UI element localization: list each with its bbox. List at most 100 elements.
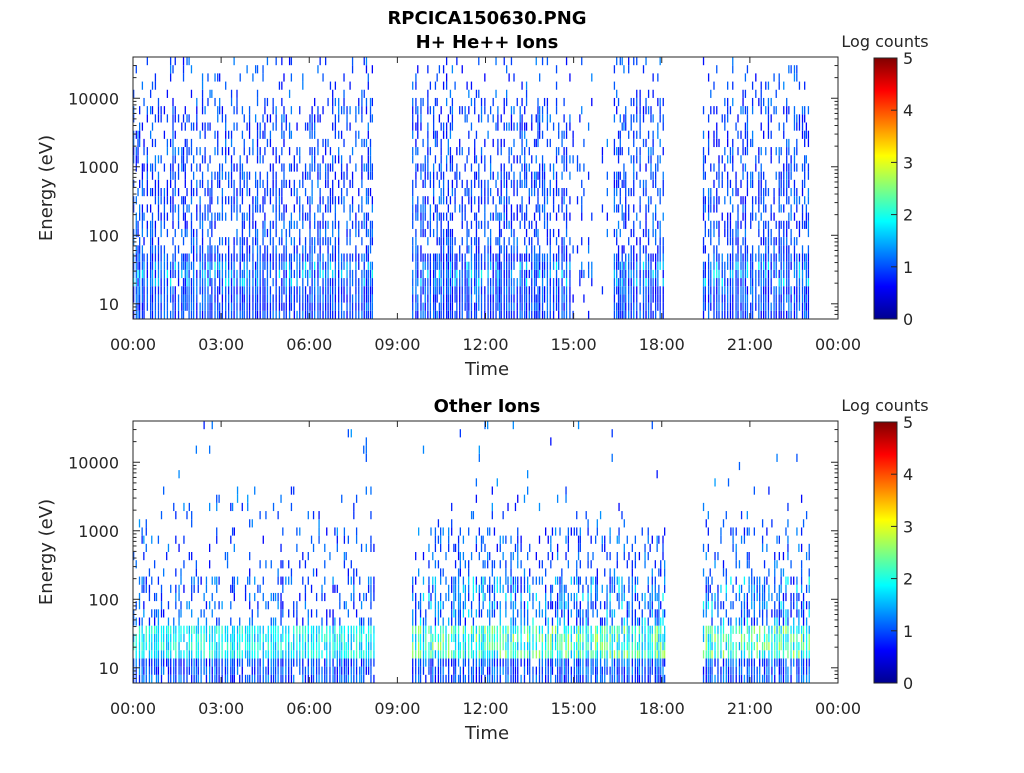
spectrogram-cell [742, 139, 743, 147]
spectrogram-cell [143, 163, 144, 171]
spectrogram-cell [454, 196, 455, 204]
spectrogram-cell [539, 204, 540, 212]
spectrogram-cell [302, 667, 303, 675]
spectrogram-cell [566, 294, 567, 302]
spectrogram-cell [663, 262, 664, 270]
spectrogram-cell [471, 98, 472, 106]
spectrogram-cell [708, 278, 709, 286]
spectrogram-cell [320, 245, 321, 253]
spectrogram-cell [783, 82, 784, 90]
spectrogram-cell [193, 262, 194, 270]
spectrogram-cell [325, 147, 326, 155]
spectrogram-cell [794, 254, 795, 262]
spectrogram-cell [239, 634, 240, 642]
spectrogram-cell [755, 303, 756, 311]
spectrogram-cell [196, 98, 197, 106]
spectrogram-cell [466, 188, 467, 196]
spectrogram-cell [768, 188, 769, 196]
spectrogram-cell [204, 311, 205, 319]
spectrogram-cell [761, 311, 762, 319]
spectrogram-cell [305, 213, 306, 221]
spectrogram-cell [370, 303, 371, 311]
spectrogram-cell [761, 123, 762, 131]
spectrogram-cell [180, 568, 181, 576]
spectrogram-cell [710, 204, 711, 212]
spectrogram-cell [501, 245, 502, 253]
spectrogram-cell [425, 204, 426, 212]
spectrogram-cell [783, 237, 784, 245]
spectrogram-cell [268, 634, 269, 642]
spectrogram-cell [439, 114, 440, 122]
spectrogram-cell [364, 278, 365, 286]
spectrogram-cell [186, 229, 187, 237]
spectrogram-cell [625, 303, 626, 311]
spectrogram-cell [332, 609, 333, 617]
spectrogram-cell [225, 262, 226, 270]
spectrogram-cell [763, 188, 764, 196]
spectrogram-cell [236, 196, 237, 204]
spectrogram-cell [246, 270, 247, 278]
spectrogram-cell [199, 131, 200, 139]
spectrogram-cell [418, 650, 419, 658]
spectrogram-cell [539, 73, 540, 81]
spectrogram-cell [156, 593, 157, 601]
spectrogram-cell [730, 262, 731, 270]
spectrogram-cell [368, 634, 369, 642]
spectrogram-cell [173, 675, 174, 683]
spectrogram-cell [607, 188, 608, 196]
spectrogram-cell [645, 204, 646, 212]
spectrogram-cell [264, 245, 265, 253]
spectrogram-cell [348, 667, 349, 675]
spectrogram-cell [616, 270, 617, 278]
spectrogram-cell [291, 221, 292, 229]
spectrogram-cell [645, 98, 646, 106]
spectrogram-cell [139, 650, 140, 658]
spectrogram-cell [370, 536, 371, 544]
spectrogram-cell [531, 237, 532, 245]
spectrogram-cell [339, 642, 340, 650]
spectrogram-cell [415, 303, 416, 311]
spectrogram-cell [202, 221, 203, 229]
spectrogram-cell [164, 294, 165, 302]
spectrogram-cell [566, 213, 567, 221]
spectrogram-cell [246, 294, 247, 302]
spectrogram-cell [550, 114, 551, 122]
spectrogram-cell [446, 237, 447, 245]
spectrogram-cell [553, 262, 554, 270]
spectrogram-cell [537, 270, 538, 278]
spectrogram-cell [804, 294, 805, 302]
spectrogram-cell [270, 221, 271, 229]
spectrogram-cell [768, 131, 769, 139]
spectrogram-cell [348, 609, 349, 617]
spectrogram-cell [558, 278, 559, 286]
spectrogram-cell [497, 188, 498, 196]
spectrogram-cell [556, 106, 557, 114]
spectrogram-cell [750, 278, 751, 286]
spectrogram-cell [490, 294, 491, 302]
spectrogram-cell [439, 163, 440, 171]
spectrogram-cell [663, 294, 664, 302]
spectrogram-cell [154, 642, 155, 650]
spectrogram-cell [412, 658, 413, 666]
spectrogram-cell [450, 278, 451, 286]
spectrogram-cell [476, 270, 477, 278]
spectrogram-cell [167, 213, 168, 221]
spectrogram-cell [193, 585, 194, 593]
spectrogram-cell [309, 172, 310, 180]
spectrogram-cell [202, 254, 203, 262]
spectrogram-cell [622, 180, 623, 188]
spectrogram-cell [314, 114, 315, 122]
spectrogram-cell [625, 180, 626, 188]
spectrogram-cell [625, 270, 626, 278]
spectrogram-cell [504, 221, 505, 229]
spectrogram-cell [808, 286, 809, 294]
spectrogram-cell [291, 262, 292, 270]
spectrogram-cell [249, 123, 250, 131]
spectrogram-cell [415, 73, 416, 81]
spectrogram-cell [191, 286, 192, 294]
spectrogram-cell [633, 221, 634, 229]
spectrogram-cell [166, 552, 167, 560]
spectrogram-cell [526, 270, 527, 278]
spectrogram-cell [170, 196, 171, 204]
spectrogram-cell [633, 262, 634, 270]
